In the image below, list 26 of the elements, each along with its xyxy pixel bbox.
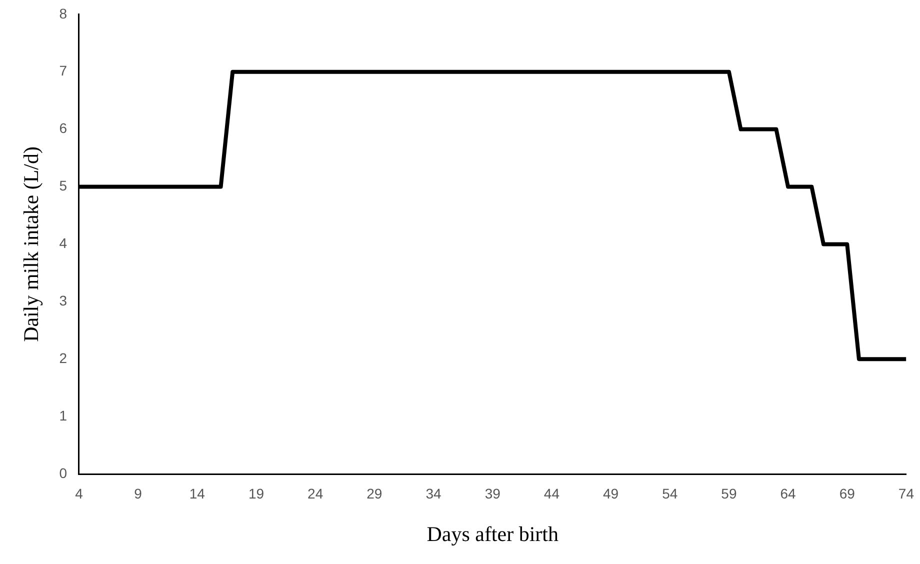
x-tick-label: 4 xyxy=(75,485,84,502)
x-tick-label: 39 xyxy=(484,485,501,502)
x-axis-title: Days after birth xyxy=(426,522,559,546)
y-tick-label: 7 xyxy=(59,62,68,79)
x-tick-label: 14 xyxy=(189,485,206,502)
y-tick-label: 4 xyxy=(59,235,68,252)
y-tick-label: 8 xyxy=(59,5,68,22)
x-tick-label: 24 xyxy=(308,485,324,502)
y-tick-label: 2 xyxy=(59,350,68,366)
x-tick-label: 19 xyxy=(248,485,264,502)
y-tick-label: 1 xyxy=(59,407,68,424)
x-tick-label: 54 xyxy=(662,485,678,502)
x-tick-label: 64 xyxy=(780,485,796,502)
x-tick-label: 74 xyxy=(898,485,914,502)
x-tick-label: 59 xyxy=(721,485,737,502)
y-tick-label: 3 xyxy=(59,292,68,309)
y-tick-label: 6 xyxy=(59,120,68,136)
x-tick-label: 29 xyxy=(366,485,382,502)
y-axis-title: Daily milk intake (L/d) xyxy=(19,146,44,342)
x-tick-label: 44 xyxy=(544,485,560,502)
y-tick-label: 0 xyxy=(59,464,68,481)
x-tick-label: 49 xyxy=(602,485,619,502)
x-tick-label: 34 xyxy=(426,485,442,502)
y-tick-label: 5 xyxy=(59,178,68,194)
x-tick-label: 9 xyxy=(134,485,142,502)
x-tick-label: 69 xyxy=(839,485,856,502)
